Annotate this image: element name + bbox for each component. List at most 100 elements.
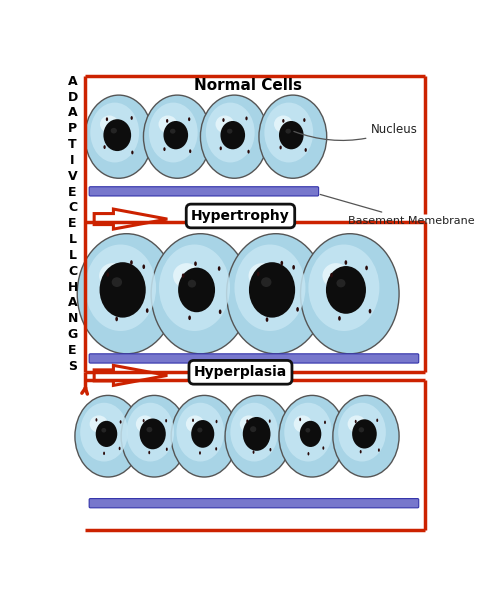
Ellipse shape <box>140 419 166 449</box>
Ellipse shape <box>103 119 131 151</box>
Text: C: C <box>68 202 77 214</box>
Ellipse shape <box>299 418 301 421</box>
Polygon shape <box>94 365 167 385</box>
Ellipse shape <box>240 415 258 433</box>
Ellipse shape <box>216 420 218 423</box>
FancyBboxPatch shape <box>89 499 419 508</box>
Polygon shape <box>94 209 167 229</box>
Text: Normal Cells: Normal Cells <box>194 78 302 93</box>
Ellipse shape <box>89 415 108 433</box>
Ellipse shape <box>148 451 150 454</box>
Ellipse shape <box>303 118 306 122</box>
Ellipse shape <box>296 307 299 311</box>
Ellipse shape <box>188 117 190 121</box>
Ellipse shape <box>143 419 145 422</box>
Ellipse shape <box>355 420 357 423</box>
Ellipse shape <box>330 273 333 277</box>
Ellipse shape <box>300 421 322 447</box>
Ellipse shape <box>147 427 153 432</box>
Ellipse shape <box>159 245 230 331</box>
Ellipse shape <box>188 316 191 320</box>
Ellipse shape <box>120 420 122 424</box>
Text: V: V <box>68 170 78 183</box>
Ellipse shape <box>336 279 345 287</box>
Ellipse shape <box>90 103 139 163</box>
Ellipse shape <box>106 117 108 121</box>
Ellipse shape <box>188 280 196 287</box>
Ellipse shape <box>285 128 291 134</box>
Text: A: A <box>68 106 78 119</box>
Ellipse shape <box>248 263 276 289</box>
Ellipse shape <box>171 395 238 477</box>
Ellipse shape <box>279 146 282 149</box>
Ellipse shape <box>111 128 117 133</box>
Ellipse shape <box>159 115 177 133</box>
Ellipse shape <box>77 233 176 354</box>
Ellipse shape <box>323 446 325 450</box>
Text: E: E <box>69 217 77 230</box>
Text: A: A <box>68 75 78 88</box>
Ellipse shape <box>222 118 225 122</box>
Ellipse shape <box>243 417 270 451</box>
Ellipse shape <box>292 265 295 269</box>
Ellipse shape <box>227 128 233 134</box>
Ellipse shape <box>227 233 325 354</box>
Ellipse shape <box>164 121 188 149</box>
Text: D: D <box>68 91 78 104</box>
Ellipse shape <box>376 419 378 422</box>
Ellipse shape <box>284 403 332 461</box>
Ellipse shape <box>252 451 254 454</box>
Ellipse shape <box>219 310 222 314</box>
Ellipse shape <box>119 447 121 450</box>
Ellipse shape <box>146 308 149 313</box>
Ellipse shape <box>308 452 310 455</box>
Ellipse shape <box>100 115 119 133</box>
Ellipse shape <box>75 395 141 477</box>
Ellipse shape <box>248 150 249 154</box>
Ellipse shape <box>130 260 133 265</box>
Ellipse shape <box>166 119 168 123</box>
Text: Hyperplasia: Hyperplasia <box>194 365 287 379</box>
Ellipse shape <box>165 419 167 422</box>
Ellipse shape <box>186 415 204 433</box>
Text: P: P <box>68 122 77 135</box>
Ellipse shape <box>221 121 245 149</box>
Ellipse shape <box>306 428 310 433</box>
Ellipse shape <box>166 448 168 451</box>
Text: E: E <box>69 185 77 199</box>
Text: L: L <box>69 249 77 262</box>
Text: Basement Memebrane: Basement Memebrane <box>320 194 475 226</box>
Ellipse shape <box>369 309 371 313</box>
Ellipse shape <box>121 395 187 477</box>
Ellipse shape <box>282 119 284 123</box>
Ellipse shape <box>176 403 224 461</box>
Text: L: L <box>69 233 77 246</box>
Ellipse shape <box>259 95 327 178</box>
Ellipse shape <box>365 266 368 270</box>
Text: G: G <box>68 328 78 341</box>
Ellipse shape <box>218 266 221 271</box>
Ellipse shape <box>279 395 345 477</box>
Ellipse shape <box>305 148 307 152</box>
Ellipse shape <box>80 403 128 461</box>
Ellipse shape <box>249 262 295 317</box>
Ellipse shape <box>220 146 222 150</box>
Ellipse shape <box>191 420 214 448</box>
Ellipse shape <box>101 428 106 433</box>
Ellipse shape <box>324 421 326 424</box>
Ellipse shape <box>326 266 366 314</box>
FancyBboxPatch shape <box>89 187 319 196</box>
Ellipse shape <box>215 447 217 451</box>
Ellipse shape <box>95 418 97 422</box>
Ellipse shape <box>261 277 271 287</box>
Text: S: S <box>68 359 77 373</box>
Ellipse shape <box>274 115 293 133</box>
Ellipse shape <box>266 317 268 322</box>
Ellipse shape <box>143 265 145 269</box>
Ellipse shape <box>250 426 256 432</box>
Ellipse shape <box>338 403 386 461</box>
Text: H: H <box>68 281 78 293</box>
Ellipse shape <box>247 419 248 423</box>
Text: Hypertrophy: Hypertrophy <box>191 209 290 223</box>
Ellipse shape <box>199 451 201 455</box>
